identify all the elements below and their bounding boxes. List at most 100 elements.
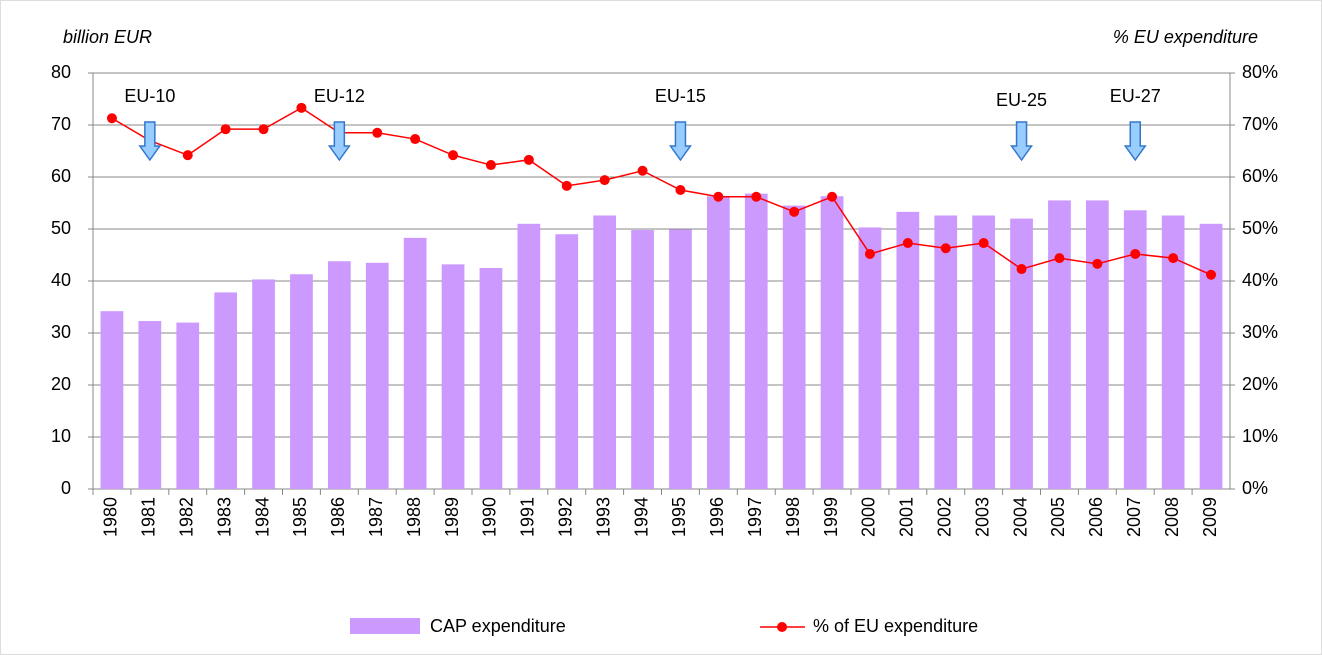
x-tick-label: 1998 bbox=[783, 497, 803, 537]
point bbox=[1168, 253, 1179, 264]
bar bbox=[100, 311, 124, 489]
x-tick-label: 2001 bbox=[897, 497, 917, 537]
bar bbox=[1010, 218, 1033, 489]
point bbox=[448, 150, 459, 161]
bar bbox=[1085, 200, 1109, 489]
bar bbox=[972, 215, 996, 490]
bar bbox=[517, 223, 541, 490]
x-tick-label: 1988 bbox=[404, 497, 424, 537]
bar bbox=[138, 321, 162, 489]
bar bbox=[896, 211, 920, 489]
bar bbox=[820, 196, 844, 490]
annotation-label: EU-25 bbox=[996, 90, 1047, 110]
point bbox=[296, 102, 307, 113]
point bbox=[940, 243, 951, 254]
y-tick-label: 50 bbox=[51, 218, 71, 238]
bar bbox=[631, 230, 654, 490]
y-tick-label: 10 bbox=[51, 426, 71, 446]
x-tick-label: 1994 bbox=[631, 497, 651, 537]
bar bbox=[403, 237, 427, 489]
y-axis-label: billion EUR bbox=[63, 27, 152, 47]
legend-label: CAP expenditure bbox=[430, 616, 566, 636]
point bbox=[637, 165, 648, 176]
x-tick-label: 2005 bbox=[1048, 497, 1068, 537]
point bbox=[1130, 248, 1141, 259]
x-tick-label: 1989 bbox=[442, 497, 462, 537]
legend-swatch bbox=[777, 622, 787, 632]
annotation-label: EU-12 bbox=[314, 86, 365, 106]
x-tick-label: 1987 bbox=[366, 497, 386, 537]
x-tick-label: 1980 bbox=[101, 497, 121, 537]
y2-axis-label: % EU expenditure bbox=[1113, 27, 1258, 47]
x-tick-label: 2008 bbox=[1162, 497, 1182, 537]
point bbox=[864, 248, 875, 259]
y-tick-label: 60 bbox=[51, 166, 71, 186]
x-tick-label: 1992 bbox=[556, 497, 576, 537]
bar bbox=[327, 261, 351, 489]
x-tick-label: 1983 bbox=[214, 497, 234, 537]
bar bbox=[744, 193, 768, 489]
bar bbox=[1048, 200, 1071, 489]
annotation-label: EU-10 bbox=[124, 86, 175, 106]
bar bbox=[1161, 215, 1185, 490]
annotation-arrow bbox=[668, 121, 692, 162]
bar bbox=[365, 262, 389, 489]
y2-tick-label: 70% bbox=[1242, 114, 1278, 134]
y-tick-label: 70 bbox=[51, 114, 71, 134]
annotation-arrow bbox=[138, 121, 162, 162]
y2-tick-label: 60% bbox=[1242, 166, 1278, 186]
point bbox=[1054, 253, 1065, 264]
y-tick-label: 80 bbox=[51, 62, 71, 82]
point bbox=[523, 154, 534, 165]
x-tick-label: 1985 bbox=[290, 497, 310, 537]
line bbox=[111, 106, 1212, 276]
x-tick-label: 1999 bbox=[821, 497, 841, 537]
bar bbox=[214, 292, 238, 489]
bar bbox=[290, 274, 313, 489]
point bbox=[789, 206, 800, 217]
bar bbox=[1199, 223, 1223, 490]
point bbox=[751, 191, 762, 202]
x-tick-label: 1996 bbox=[707, 497, 727, 537]
y2-tick-label: 30% bbox=[1242, 322, 1278, 342]
point bbox=[713, 191, 724, 202]
annotation-arrow bbox=[1123, 121, 1147, 162]
y2-tick-label: 0% bbox=[1242, 478, 1268, 498]
bar bbox=[176, 322, 200, 489]
bar bbox=[706, 196, 730, 490]
point bbox=[182, 150, 193, 161]
bar bbox=[593, 215, 617, 490]
legend-label: % of EU expenditure bbox=[813, 616, 978, 636]
point bbox=[372, 127, 383, 138]
y-tick-label: 30 bbox=[51, 322, 71, 342]
y-tick-label: 0 bbox=[61, 478, 71, 498]
point bbox=[978, 238, 989, 249]
point bbox=[827, 191, 838, 202]
y2-tick-label: 20% bbox=[1242, 374, 1278, 394]
point bbox=[902, 238, 913, 249]
bar bbox=[1123, 210, 1147, 489]
annotation-arrow bbox=[1010, 121, 1034, 162]
point bbox=[106, 113, 117, 124]
point bbox=[1092, 258, 1103, 269]
y-tick-label: 20 bbox=[51, 374, 71, 394]
y2-tick-label: 80% bbox=[1242, 62, 1278, 82]
point bbox=[1016, 264, 1027, 275]
bar bbox=[479, 268, 503, 489]
point bbox=[561, 180, 572, 191]
bar bbox=[782, 205, 806, 489]
x-tick-label: 1984 bbox=[252, 497, 272, 537]
point bbox=[258, 124, 269, 135]
y-tick-label: 40 bbox=[51, 270, 71, 290]
point bbox=[410, 134, 421, 145]
x-tick-label: 1981 bbox=[139, 497, 159, 537]
x-tick-label: 1995 bbox=[669, 497, 689, 537]
x-tick-label: 2006 bbox=[1086, 497, 1106, 537]
point bbox=[675, 185, 686, 195]
x-tick-label: 2009 bbox=[1200, 497, 1220, 537]
point bbox=[485, 160, 496, 171]
bar bbox=[441, 264, 465, 489]
x-tick-label: 1990 bbox=[480, 497, 500, 537]
annotation-arrow bbox=[327, 121, 351, 162]
y2-tick-label: 50% bbox=[1242, 218, 1278, 238]
